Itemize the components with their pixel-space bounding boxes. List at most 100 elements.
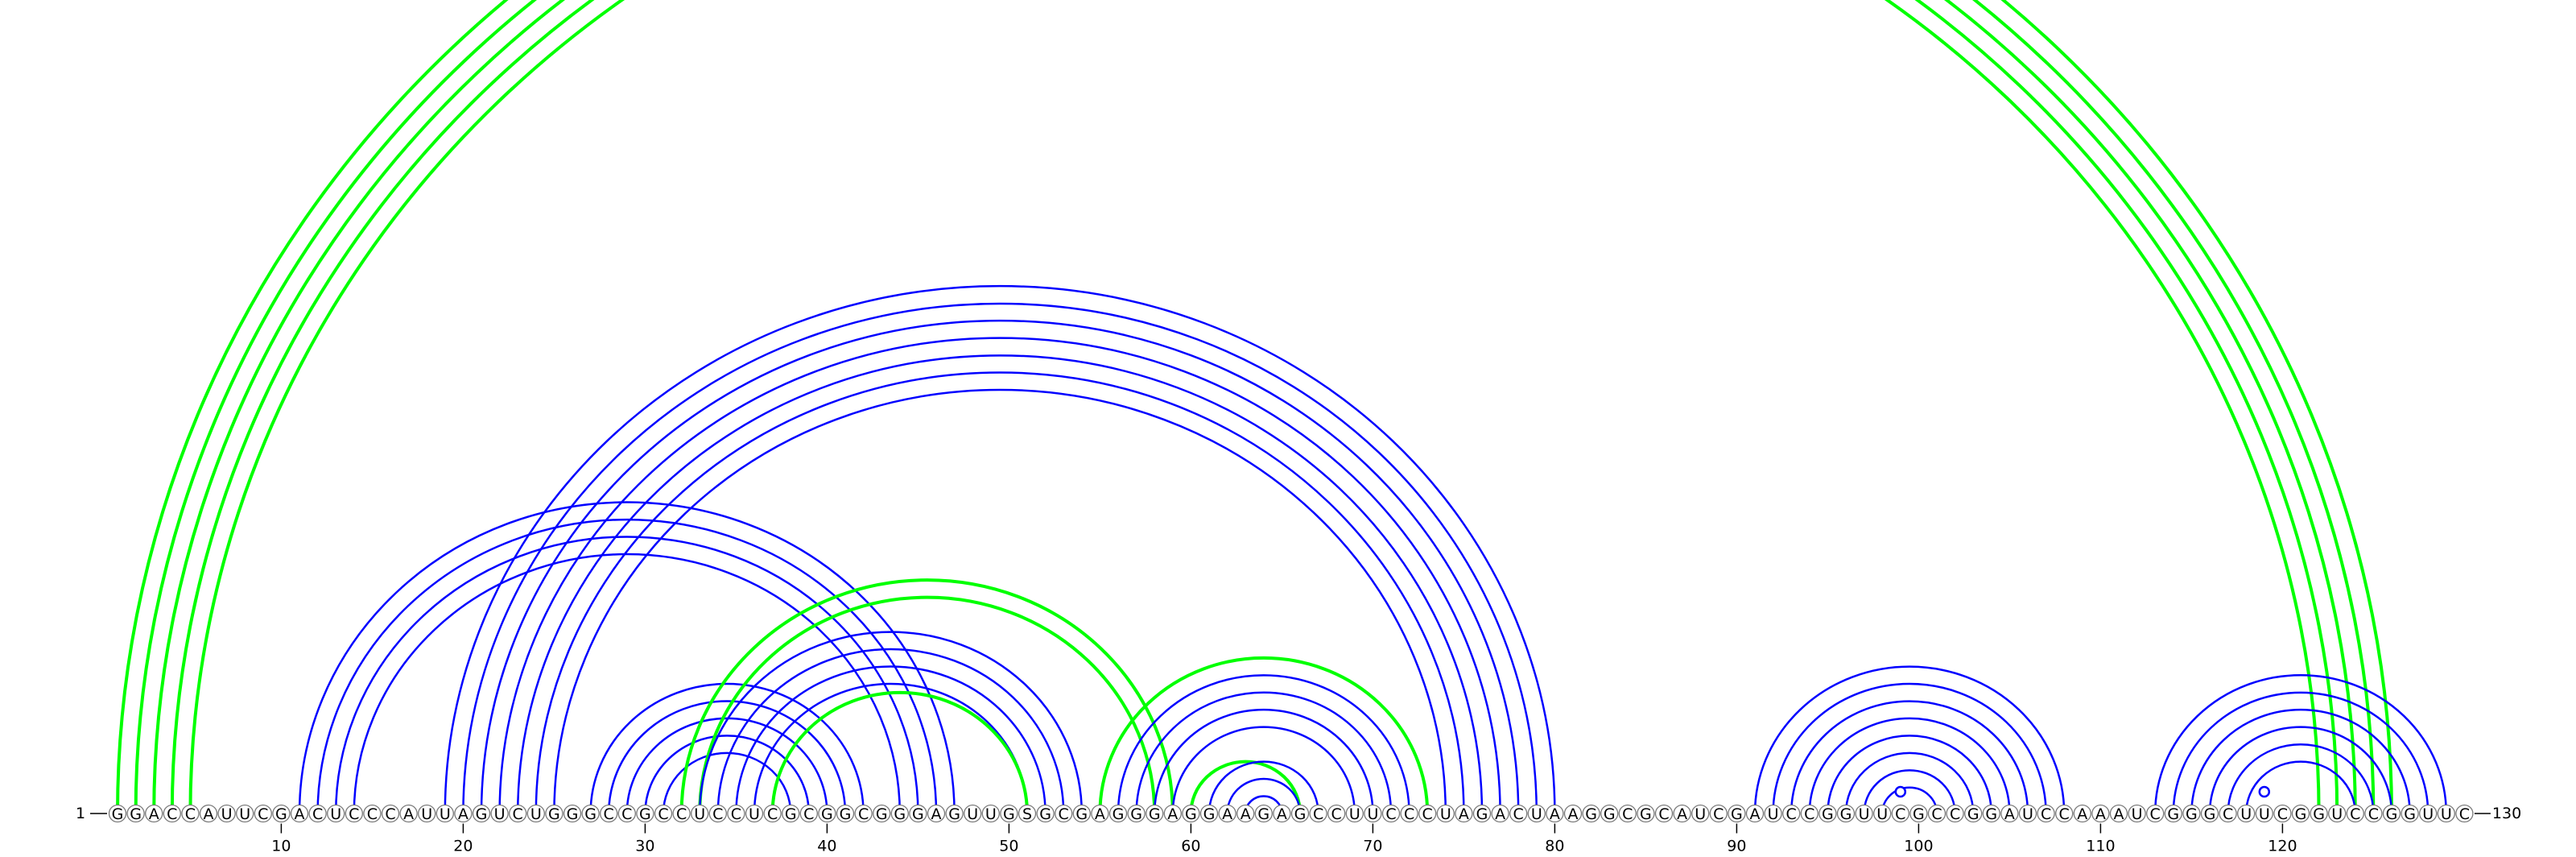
nucleotide: A — [199, 804, 218, 823]
nucleotide: U — [436, 804, 454, 823]
nucleotide: U — [418, 804, 436, 823]
nucleotide-circle — [1982, 804, 2000, 823]
nucleotide-circle — [2346, 804, 2364, 823]
nucleotide-circle — [381, 804, 400, 823]
nucleotide-letter: A — [1277, 805, 1287, 823]
nucleotide-letter: G — [639, 805, 651, 823]
nucleotide: G — [1836, 804, 1856, 823]
nucleotide: G — [1072, 804, 1091, 823]
nucleotide: U — [327, 804, 345, 823]
tick-label: 60 — [1181, 838, 1200, 855]
nucleotide: G — [108, 804, 127, 823]
nucleotide-circle — [1745, 804, 1765, 823]
arc-56-72 — [1117, 674, 1410, 814]
nucleotide-letter: A — [1495, 805, 1505, 823]
nucleotide-letter: A — [458, 805, 469, 823]
nucleotide-circle — [727, 804, 745, 823]
nucleotide: C — [727, 804, 745, 823]
arc-1-126 — [116, 0, 2393, 814]
nucleotide-letter: U — [1349, 805, 1360, 823]
nucleotide-circle — [1491, 804, 1509, 823]
arc-97-102 — [1863, 769, 1956, 814]
nucleotide: U — [2237, 804, 2256, 823]
nucleotide-letter: C — [2277, 805, 2288, 823]
nucleotide: C — [854, 804, 873, 823]
nucleotide-circle — [636, 804, 654, 823]
nucleotide: G — [909, 804, 927, 823]
nucleotide-letter: C — [185, 805, 196, 823]
nucleotide: C — [163, 804, 181, 823]
nucleotide-letter: G — [1640, 805, 1652, 823]
nucleotide: G — [2164, 804, 2182, 823]
nucleotide-letter: C — [712, 805, 723, 823]
nucleotide-letter: G — [1294, 805, 1307, 823]
nucleotide-circle — [1654, 804, 1674, 823]
nucleotide-circle — [782, 804, 800, 823]
nucleotide-circle — [1436, 804, 1455, 823]
nucleotide-letter: A — [1241, 805, 1251, 823]
nucleotide: C — [1800, 804, 1818, 823]
nucleotide-letter: G — [1476, 805, 1488, 823]
nucleotide: A — [1563, 804, 1583, 823]
nucleotide: A — [927, 804, 946, 823]
nucleotide: G — [818, 804, 836, 823]
nucleotide-circle — [1691, 804, 1710, 823]
arc-35-52 — [735, 665, 1046, 814]
nucleotide: U — [964, 804, 982, 823]
nucleotide: G — [2291, 804, 2310, 823]
nucleotide: C — [1654, 804, 1674, 823]
arc-32-59 — [679, 578, 1174, 814]
nucleotide: C — [708, 804, 727, 823]
nucleotide: A — [145, 804, 163, 823]
nucleotide: A — [1491, 804, 1509, 823]
nucleotide: G — [1036, 804, 1055, 823]
nucleotide-circle — [1764, 804, 1782, 823]
arc-28-41 — [607, 700, 847, 814]
nucleotide-letter: C — [604, 805, 614, 823]
nucleotide-letter: G — [785, 805, 797, 823]
nucleotide: C — [1946, 804, 1964, 823]
nucleotide-letter: S — [1022, 805, 1032, 823]
nucleotide: A — [1673, 804, 1691, 823]
nucleotide: G — [2310, 804, 2328, 823]
arc-24-75 — [535, 371, 1465, 814]
nucleotide-circle — [308, 804, 327, 823]
nucleotide-circle — [181, 804, 200, 823]
arc-30-39 — [644, 735, 811, 814]
nucleotide-circle — [454, 804, 473, 823]
tick-label: 100 — [1904, 838, 1933, 855]
nucleotide-letter: U — [2441, 805, 2452, 823]
nucleotide-letter: U — [749, 805, 760, 823]
arc-31-38 — [662, 751, 792, 814]
nucleotide: C — [1055, 804, 1073, 823]
arc-113-129 — [2153, 674, 2448, 814]
nucleotide: C — [2055, 804, 2074, 823]
arc-13-45 — [334, 536, 919, 814]
nucleotide-letter: G — [130, 805, 142, 823]
nucleotide: U — [1764, 804, 1782, 823]
nucleotide-letter: G — [112, 805, 124, 823]
nucleotide: A — [1091, 804, 1109, 823]
nucleotide-letter: C — [1313, 805, 1323, 823]
nucleotide: G — [1964, 804, 1983, 823]
nucleotide-circle — [2146, 804, 2165, 823]
nucleotide: U — [2328, 804, 2347, 823]
arc-58-70 — [1153, 708, 1374, 814]
nucleotide: C — [181, 804, 200, 823]
nucleotide: S — [1018, 804, 1037, 823]
nucleotide-letter: G — [912, 805, 924, 823]
arc-61-67 — [1208, 760, 1319, 814]
nucleotide-letter: U — [985, 805, 997, 823]
nucleotide-letter: G — [1822, 805, 1834, 823]
arc-62-66 — [1226, 777, 1302, 814]
nucleotide: C — [2364, 804, 2383, 823]
nucleotide-circle — [854, 804, 873, 823]
nucleotide: U — [1345, 804, 1364, 823]
nucleotide-circle — [927, 804, 946, 823]
nucleotide: C — [254, 804, 272, 823]
nucleotide-letter: G — [1585, 805, 1597, 823]
nucleotide: G — [2401, 804, 2419, 823]
nucleotide-circle — [1618, 804, 1637, 823]
nucleotide: U — [217, 804, 236, 823]
nucleotide-letter: C — [349, 805, 359, 823]
